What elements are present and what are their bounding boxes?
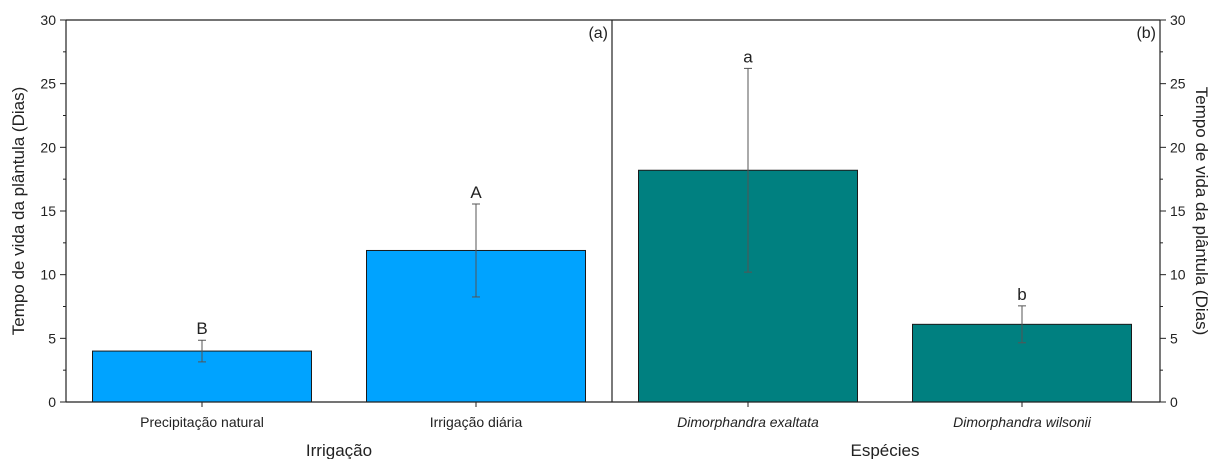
y-tick-label: 10 bbox=[1170, 267, 1186, 283]
significance-label: a bbox=[743, 47, 753, 66]
chart-panel-b: a Dimorphandra exaltata b Dimorphandra wils… bbox=[638, 25, 1156, 459]
y-tick-label: 10 bbox=[40, 267, 56, 283]
panel-tag: (a) bbox=[588, 25, 608, 42]
y-tick-label: 20 bbox=[1170, 139, 1186, 155]
category-label: Dimorphandra wilsonii bbox=[953, 414, 1092, 430]
y-axis-right: 0 5 10 15 20 25 30 bbox=[1160, 12, 1186, 410]
y-tick-label: 30 bbox=[40, 12, 56, 28]
y-tick-label: 0 bbox=[48, 394, 56, 410]
y-tick-label: 5 bbox=[48, 330, 56, 346]
y-tick-label: 15 bbox=[40, 203, 56, 219]
y-tick-label: 30 bbox=[1170, 12, 1186, 28]
chart-panel-a: B Precipitação natural A Irrigação diária (a… bbox=[92, 25, 608, 459]
y-axis-title-right: Tempo de vida da plântula (Dias) bbox=[1192, 87, 1211, 336]
category-label: Irrigação diária bbox=[430, 414, 523, 430]
y-tick-label: 25 bbox=[1170, 76, 1186, 92]
y-tick-label: 25 bbox=[40, 76, 56, 92]
significance-label: B bbox=[196, 319, 207, 338]
y-axis-title-left: Tempo de vida da plântula (Dias) bbox=[9, 87, 28, 336]
y-tick-label: 0 bbox=[1170, 394, 1178, 410]
significance-label: A bbox=[470, 183, 482, 202]
y-tick-label: 15 bbox=[1170, 203, 1186, 219]
x-axis-title: Espécies bbox=[851, 441, 920, 459]
y-tick-label: 20 bbox=[40, 139, 56, 155]
category-label: Dimorphandra exaltata bbox=[677, 414, 819, 430]
significance-label: b bbox=[1017, 285, 1026, 304]
category-label: Precipitação natural bbox=[140, 414, 264, 430]
y-axis-left: 0 5 10 15 20 25 30 bbox=[40, 12, 66, 410]
panel-tag: (b) bbox=[1136, 25, 1156, 42]
y-tick-label: 5 bbox=[1170, 330, 1178, 346]
x-axis-title: Irrigação bbox=[306, 441, 372, 459]
